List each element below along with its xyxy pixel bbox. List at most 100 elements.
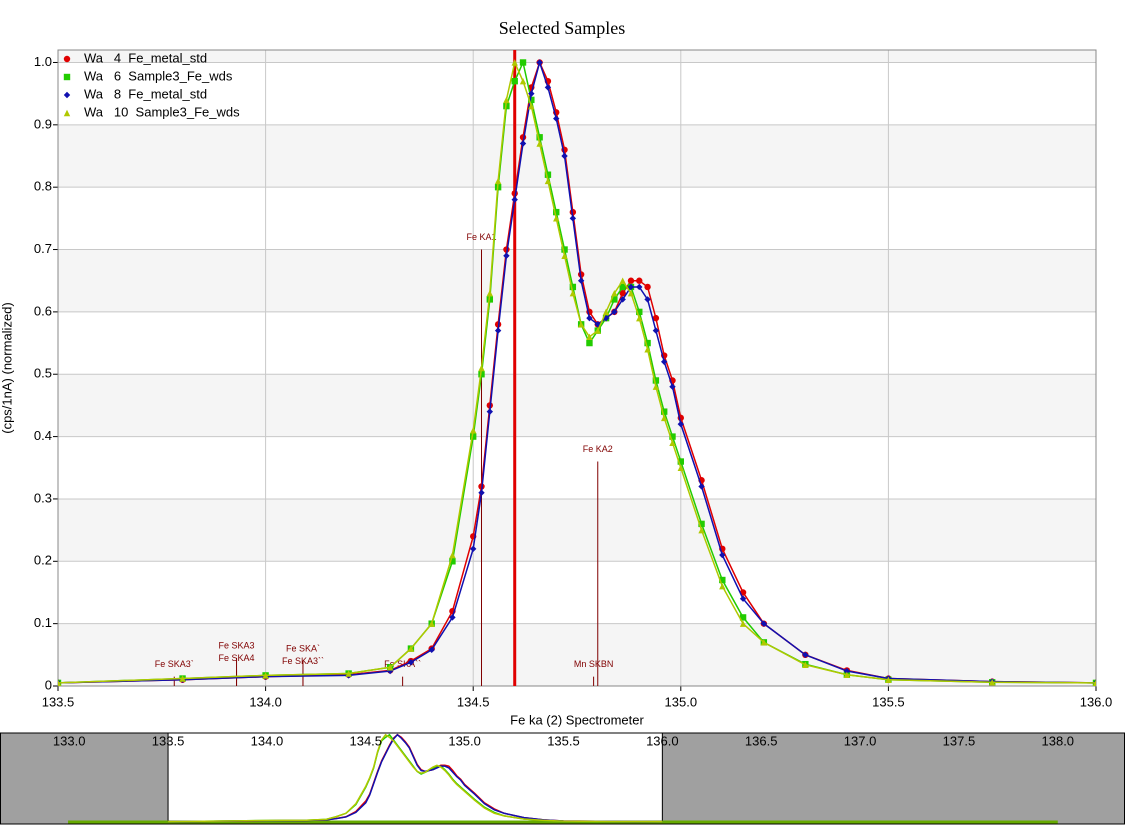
data-point bbox=[652, 327, 660, 334]
klm-label: Fe SKA3`` bbox=[282, 656, 324, 666]
grid-band bbox=[58, 249, 1096, 312]
overview-tick-label: 138.0 bbox=[1042, 733, 1075, 748]
klm-label: Fe KA1 bbox=[466, 232, 496, 242]
data-point bbox=[536, 140, 543, 147]
data-point bbox=[644, 346, 651, 353]
data-point bbox=[428, 646, 435, 654]
overview-tick-label: 135.0 bbox=[448, 733, 481, 748]
data-point bbox=[528, 102, 535, 110]
data-point bbox=[627, 283, 635, 291]
data-point bbox=[644, 296, 651, 303]
x-tick-label: 135.5 bbox=[872, 694, 905, 709]
overview-window bbox=[167, 732, 663, 825]
data-point bbox=[544, 171, 552, 178]
klm-label: Fe SKA3` bbox=[155, 659, 194, 669]
klm-label: Fe KA2 bbox=[583, 444, 613, 454]
data-point bbox=[561, 252, 568, 259]
y-tick-label: 0.5 bbox=[34, 366, 52, 381]
series-line bbox=[168, 733, 663, 823]
data-point bbox=[449, 558, 456, 565]
y-tick-label: 0.4 bbox=[34, 428, 52, 443]
data-point bbox=[544, 177, 552, 185]
legend-marker bbox=[63, 55, 71, 63]
legend-marker bbox=[63, 109, 71, 117]
data-point bbox=[636, 308, 643, 316]
klm-label: Fe SKA3 bbox=[219, 640, 255, 650]
legend-marker bbox=[63, 73, 71, 81]
y-tick-label: 0.3 bbox=[34, 490, 52, 505]
data-point bbox=[652, 314, 660, 322]
data-point bbox=[602, 308, 610, 316]
data-point bbox=[478, 489, 485, 496]
data-point bbox=[544, 84, 552, 91]
data-point bbox=[611, 296, 618, 303]
data-point bbox=[660, 358, 668, 365]
overview-tick-label: 135.5 bbox=[547, 733, 580, 748]
overview-tick-label: 137.5 bbox=[943, 733, 976, 748]
klm-label: Fe SKA` bbox=[286, 643, 320, 653]
grid-band bbox=[58, 374, 1096, 437]
data-point bbox=[636, 277, 643, 284]
data-point bbox=[470, 427, 477, 434]
data-point bbox=[802, 661, 809, 668]
y-tick-label: 0 bbox=[45, 677, 52, 692]
data-point bbox=[760, 639, 768, 646]
plot-area: Fe KA1 Fe KA2 Mn SKBN Fe SKA3` Fe SKA3 Fe SKA… bbox=[58, 50, 1096, 686]
data-point bbox=[719, 551, 726, 559]
data-point bbox=[644, 339, 651, 347]
data-point bbox=[528, 90, 535, 97]
data-point bbox=[636, 314, 643, 322]
x-tick-label: 134.5 bbox=[457, 694, 490, 709]
data-point bbox=[669, 439, 676, 447]
data-point bbox=[470, 545, 477, 553]
overview-tick-label: 134.5 bbox=[349, 733, 382, 748]
data-point bbox=[586, 314, 593, 322]
grid-band bbox=[58, 50, 1096, 63]
data-point bbox=[602, 314, 610, 322]
data-point bbox=[519, 140, 527, 147]
data-point bbox=[586, 333, 593, 341]
data-point bbox=[553, 115, 560, 122]
data-point bbox=[719, 576, 726, 584]
data-point bbox=[478, 371, 485, 378]
legend-label: Wa 10 Sample3_Fe_wds bbox=[84, 104, 240, 119]
data-point bbox=[528, 96, 535, 104]
data-point bbox=[636, 283, 643, 291]
data-point bbox=[561, 246, 568, 253]
data-point bbox=[885, 676, 892, 683]
data-point bbox=[739, 614, 747, 621]
data-point bbox=[470, 433, 477, 440]
overview-tick-label: 136.0 bbox=[646, 733, 679, 748]
series-line bbox=[168, 733, 663, 823]
data-point bbox=[843, 671, 851, 678]
data-point bbox=[519, 59, 527, 66]
klm-label: Mn SKBN bbox=[574, 659, 614, 669]
data-point bbox=[586, 339, 593, 347]
data-point bbox=[660, 414, 668, 422]
data-point bbox=[619, 283, 626, 291]
legend-marker bbox=[63, 91, 71, 99]
data-point bbox=[989, 679, 996, 686]
overview-tick-label: 133.0 bbox=[53, 733, 86, 748]
data-point bbox=[739, 620, 747, 627]
data-point bbox=[407, 645, 415, 652]
data-point bbox=[553, 215, 560, 222]
data-point bbox=[611, 308, 618, 316]
data-point bbox=[511, 196, 518, 203]
data-point bbox=[719, 583, 726, 590]
grid-band bbox=[58, 623, 1096, 686]
y-tick-label: 0.9 bbox=[34, 116, 52, 131]
data-point bbox=[760, 620, 768, 627]
data-point bbox=[536, 134, 543, 141]
data-point bbox=[449, 614, 456, 621]
legend-label: Wa 6 Sample3_Fe_wds bbox=[84, 68, 233, 83]
data-point bbox=[1092, 679, 1096, 686]
data-point bbox=[611, 289, 618, 297]
data-point bbox=[494, 327, 502, 334]
legend-label: Wa 4 Fe_metal_std bbox=[84, 50, 207, 65]
legend-label: Wa 8 Fe_metal_std bbox=[84, 86, 207, 101]
data-point bbox=[669, 383, 676, 390]
data-point bbox=[511, 59, 518, 66]
